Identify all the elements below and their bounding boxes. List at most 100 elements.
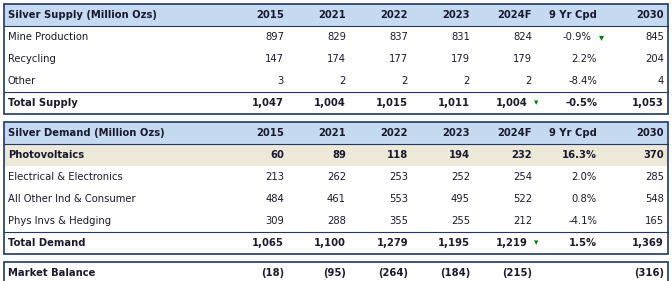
Text: 2022: 2022 bbox=[380, 128, 408, 138]
Text: 232: 232 bbox=[511, 150, 532, 160]
Text: 1,369: 1,369 bbox=[632, 238, 664, 248]
Text: 2.2%: 2.2% bbox=[572, 54, 597, 64]
Text: 837: 837 bbox=[389, 32, 408, 42]
Text: 253: 253 bbox=[389, 172, 408, 182]
Text: Mine Production: Mine Production bbox=[8, 32, 88, 42]
Bar bbox=[4, 144, 668, 166]
Text: ▾: ▾ bbox=[534, 239, 538, 248]
Text: 204: 204 bbox=[645, 54, 664, 64]
Text: 522: 522 bbox=[513, 194, 532, 204]
Text: 179: 179 bbox=[451, 54, 470, 64]
Text: 1,100: 1,100 bbox=[314, 238, 346, 248]
Text: 2030: 2030 bbox=[636, 10, 664, 20]
Bar bbox=[4, 210, 668, 232]
Text: All Other Ind & Consumer: All Other Ind & Consumer bbox=[8, 194, 136, 204]
Text: Phys Invs & Hedging: Phys Invs & Hedging bbox=[8, 216, 111, 226]
Bar bbox=[4, 26, 668, 48]
Text: 1,004: 1,004 bbox=[496, 98, 528, 108]
Bar bbox=[4, 4, 668, 26]
Text: 2015: 2015 bbox=[256, 128, 284, 138]
Text: 2022: 2022 bbox=[380, 10, 408, 20]
Text: 495: 495 bbox=[451, 194, 470, 204]
Text: 484: 484 bbox=[265, 194, 284, 204]
Bar bbox=[4, 166, 668, 188]
Text: 2: 2 bbox=[464, 76, 470, 86]
Text: (95): (95) bbox=[323, 268, 346, 278]
Text: 212: 212 bbox=[513, 216, 532, 226]
Text: 1,065: 1,065 bbox=[252, 238, 284, 248]
Text: 9 Yr Cpd: 9 Yr Cpd bbox=[549, 10, 597, 20]
Text: Recycling: Recycling bbox=[8, 54, 56, 64]
Text: 262: 262 bbox=[327, 172, 346, 182]
Bar bbox=[4, 262, 668, 281]
Text: 9 Yr Cpd: 9 Yr Cpd bbox=[549, 128, 597, 138]
Text: Other: Other bbox=[8, 76, 36, 86]
Text: Total Demand: Total Demand bbox=[8, 238, 85, 248]
Text: 824: 824 bbox=[513, 32, 532, 42]
Text: 2: 2 bbox=[402, 76, 408, 86]
Bar bbox=[4, 48, 668, 70]
Text: 118: 118 bbox=[387, 150, 408, 160]
Text: 3: 3 bbox=[278, 76, 284, 86]
Text: 2021: 2021 bbox=[319, 10, 346, 20]
Bar bbox=[4, 188, 668, 210]
Text: 285: 285 bbox=[645, 172, 664, 182]
Text: 2030: 2030 bbox=[636, 128, 664, 138]
Text: 179: 179 bbox=[513, 54, 532, 64]
Text: 897: 897 bbox=[265, 32, 284, 42]
Text: -8.4%: -8.4% bbox=[569, 76, 597, 86]
Text: 288: 288 bbox=[327, 216, 346, 226]
Text: 2023: 2023 bbox=[442, 10, 470, 20]
Bar bbox=[4, 262, 668, 281]
Text: 1,011: 1,011 bbox=[438, 98, 470, 108]
Text: 845: 845 bbox=[645, 32, 664, 42]
Text: 2015: 2015 bbox=[256, 10, 284, 20]
Text: 2021: 2021 bbox=[319, 128, 346, 138]
Text: 16.3%: 16.3% bbox=[562, 150, 597, 160]
Text: 1,279: 1,279 bbox=[376, 238, 408, 248]
Text: ▾: ▾ bbox=[534, 99, 538, 108]
Text: 255: 255 bbox=[451, 216, 470, 226]
Text: 254: 254 bbox=[513, 172, 532, 182]
Text: 1,053: 1,053 bbox=[632, 98, 664, 108]
Text: 177: 177 bbox=[389, 54, 408, 64]
Text: 1,219: 1,219 bbox=[496, 238, 528, 248]
Text: 213: 213 bbox=[265, 172, 284, 182]
Text: 4: 4 bbox=[658, 76, 664, 86]
Text: 194: 194 bbox=[449, 150, 470, 160]
Text: Silver Supply (Million Ozs): Silver Supply (Million Ozs) bbox=[8, 10, 157, 20]
Text: 165: 165 bbox=[645, 216, 664, 226]
Text: 2024F: 2024F bbox=[497, 128, 532, 138]
Bar bbox=[4, 70, 668, 92]
Text: (264): (264) bbox=[378, 268, 408, 278]
Text: 2: 2 bbox=[526, 76, 532, 86]
Text: 370: 370 bbox=[643, 150, 664, 160]
Text: 2.0%: 2.0% bbox=[572, 172, 597, 182]
Text: 553: 553 bbox=[389, 194, 408, 204]
Text: Silver Demand (Million Ozs): Silver Demand (Million Ozs) bbox=[8, 128, 165, 138]
Text: ▾: ▾ bbox=[599, 32, 604, 42]
Bar bbox=[4, 4, 668, 114]
Text: 60: 60 bbox=[270, 150, 284, 160]
Text: Market Balance: Market Balance bbox=[8, 268, 95, 278]
Text: 355: 355 bbox=[389, 216, 408, 226]
Text: 89: 89 bbox=[332, 150, 346, 160]
Text: (18): (18) bbox=[261, 268, 284, 278]
Bar bbox=[4, 122, 668, 254]
Text: (215): (215) bbox=[502, 268, 532, 278]
Text: 1.5%: 1.5% bbox=[569, 238, 597, 248]
Bar bbox=[4, 122, 668, 144]
Text: 147: 147 bbox=[265, 54, 284, 64]
Text: 252: 252 bbox=[451, 172, 470, 182]
Text: -4.1%: -4.1% bbox=[568, 216, 597, 226]
Text: -0.5%: -0.5% bbox=[565, 98, 597, 108]
Text: 2023: 2023 bbox=[442, 128, 470, 138]
Text: 1,004: 1,004 bbox=[314, 98, 346, 108]
Text: 829: 829 bbox=[327, 32, 346, 42]
Text: 0.8%: 0.8% bbox=[572, 194, 597, 204]
Text: 1,047: 1,047 bbox=[252, 98, 284, 108]
Text: 831: 831 bbox=[451, 32, 470, 42]
Text: 548: 548 bbox=[645, 194, 664, 204]
Text: (184): (184) bbox=[439, 268, 470, 278]
Text: (316): (316) bbox=[634, 268, 664, 278]
